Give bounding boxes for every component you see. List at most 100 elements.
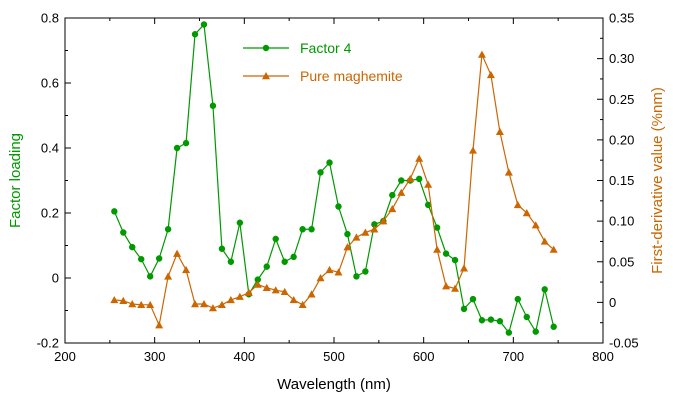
data-point-pure-maghemite [388,204,397,213]
data-point-pure-maghemite [271,286,280,294]
data-point-factor-4 [173,144,181,152]
data-point-pure-maghemite [477,50,486,58]
data-point-factor-4 [335,203,342,210]
data-point-pure-maghemite [522,209,531,217]
data-point-factor-4 [164,226,172,233]
y-left-tick-label-0: 0 [52,271,59,286]
y-left-tick-label-0-4: 0.4 [41,141,59,156]
y-left-axis-title: Factor loading [7,133,24,228]
series-line-factor-4 [113,23,555,334]
series-line-pure-maghemite [114,52,555,328]
y-right-tick-label-0-30: 0.30 [609,51,634,66]
data-point-factor-4 [227,258,235,265]
y-left-tick-label-0-2: 0.2 [41,206,59,221]
y-right-tick-label-0-05: -0.05 [609,336,639,351]
x-tick-label-600: 600 [413,349,435,364]
x-tick-label-400: 400 [233,349,255,364]
data-point-pure-maghemite [226,295,235,304]
legend-label-pure-maghemite: Pure maghemite [300,68,403,84]
data-point-factor-4 [272,235,279,243]
data-point-pure-maghemite [217,300,226,309]
y-right-tick-label-0-15: 0.15 [609,173,634,188]
data-point-factor-4 [299,226,306,233]
data-point-pure-maghemite [137,300,146,309]
data-point-factor-4 [120,229,127,236]
y-right-tick-label-0-35: 0.35 [609,11,634,26]
x-tick-label-800: 800 [592,349,614,364]
data-point-factor-4 [362,268,369,275]
data-point-pure-maghemite [307,290,316,298]
data-point-factor-4 [460,305,468,313]
data-point-pure-maghemite [199,300,208,308]
data-point-pure-maghemite [316,274,325,282]
data-point-factor-4 [155,255,163,262]
data-point-factor-4 [263,263,270,270]
data-point-pure-maghemite [460,264,469,272]
data-point-pure-maghemite [540,237,549,245]
data-point-factor-4 [487,316,495,323]
legend-label-factor-4: Factor 4 [300,40,352,56]
data-point-factor-4 [281,258,288,265]
data-point-pure-maghemite [495,127,504,135]
data-point-pure-maghemite [424,180,433,188]
y-right-tick-label-0-20: 0.20 [609,132,634,147]
data-point-pure-maghemite [289,295,298,304]
data-point-factor-4 [129,243,136,251]
data-point-pure-maghemite [549,245,558,253]
data-point-factor-4 [505,329,513,336]
axis-ticks: 200 300 400 500 600 700 800 -0.2 0 0.2 0.4 0.6 0.8 -0… [37,11,639,365]
x-tick-label-500: 500 [323,349,345,364]
data-point-factor-4 [442,250,450,257]
data-point-pure-maghemite [119,296,128,304]
data-point-factor-4 [138,255,145,263]
data-point-pure-maghemite [433,245,442,253]
data-point-factor-4 [478,317,486,324]
data-point-pure-maghemite [406,174,415,183]
data-point-pure-maghemite [262,283,271,291]
data-point-pure-maghemite [110,295,119,304]
plot-area-border [64,17,604,344]
data-point-factor-4 [514,295,522,303]
data-point-factor-4 [111,208,118,215]
data-point-factor-4 [451,256,459,264]
legend-item-pure-maghemite: Pure maghemite [243,68,403,84]
data-point-factor-4 [424,201,432,209]
data-point-pure-maghemite [468,146,477,154]
y-right-tick-label-0-25: 0.25 [609,92,634,107]
legend: Factor 4 Pure maghemite [243,40,403,84]
x-axis-title: Wavelength (nm) [277,376,391,393]
data-point-pure-maghemite [208,304,217,312]
data-point-pure-maghemite [155,321,164,329]
data-point-factor-4 [415,175,423,183]
legend-marker-factor-4 [262,44,270,52]
data-point-factor-4 [191,31,199,38]
data-point-pure-maghemite [298,300,307,309]
y-right-tick-label-0-10: 0.10 [609,214,634,229]
x-tick-label-200: 200 [54,349,76,364]
data-point-pure-maghemite [442,282,451,290]
data-point-factor-4 [371,221,378,228]
plot-frame [64,17,604,344]
data-point-factor-4 [541,286,548,293]
data-point-factor-4 [389,191,396,199]
data-point-factor-4 [532,328,539,335]
series-factor-4 [111,21,557,336]
data-point-factor-4 [317,169,324,176]
data-point-factor-4 [200,21,208,28]
legend-marker-pure-maghemite [262,72,270,80]
y-right-tick-label-0: 0 [609,295,616,310]
data-point-pure-maghemite [397,188,406,196]
data-point-pure-maghemite [128,300,137,308]
data-point-factor-4 [182,139,190,147]
data-point-pure-maghemite [334,268,343,276]
data-point-factor-4 [146,273,154,280]
data-point-factor-4 [353,273,360,280]
data-point-pure-maghemite [173,249,182,257]
data-point-factor-4 [398,177,405,184]
y-right-axis-title: First-derivative value (%nm) [649,87,666,274]
data-point-pure-maghemite [486,70,495,79]
data-point-pure-maghemite [361,228,370,236]
data-point-pure-maghemite [280,287,289,296]
